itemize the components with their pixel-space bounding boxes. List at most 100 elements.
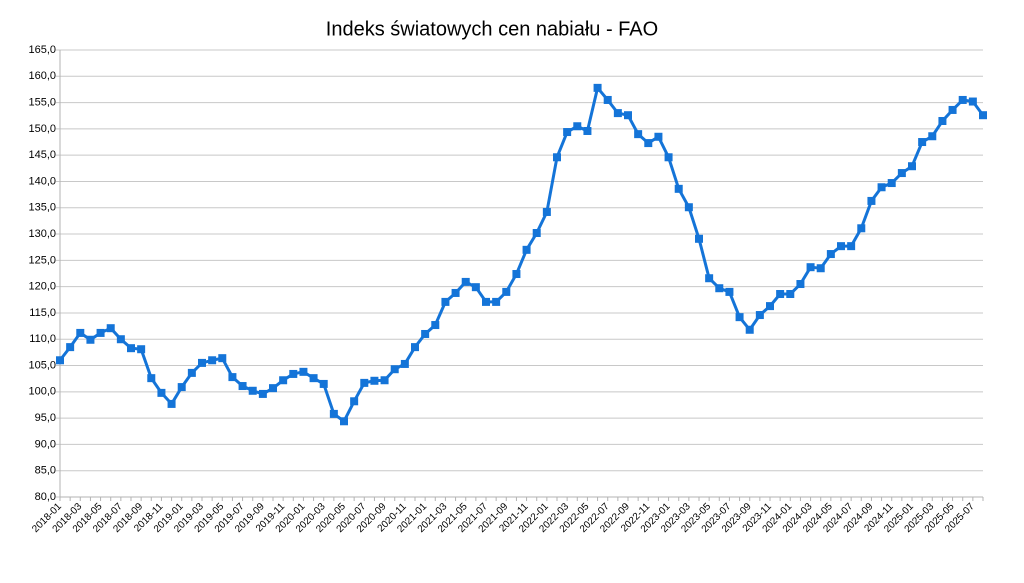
data-point — [553, 153, 561, 162]
data-point — [897, 169, 906, 178]
data-point — [269, 384, 277, 393]
data-point — [583, 126, 592, 135]
data-point — [238, 382, 247, 391]
data-point — [796, 280, 805, 289]
y-tick-label: 150,0 — [28, 123, 56, 135]
data-point — [198, 358, 206, 367]
data-point — [715, 284, 724, 293]
data-point — [177, 383, 186, 392]
data-point — [208, 356, 217, 365]
data-point — [482, 297, 490, 306]
y-tick-label: 160,0 — [28, 70, 56, 82]
y-tick-label: 165,0 — [28, 44, 56, 56]
data-point — [340, 417, 348, 426]
data-point — [837, 242, 845, 251]
data-point — [877, 183, 886, 192]
data-point — [502, 287, 511, 296]
data-point — [522, 245, 531, 254]
data-point — [968, 97, 977, 106]
data-point — [218, 354, 227, 363]
data-point — [228, 373, 237, 382]
data-point — [532, 229, 541, 238]
data-point — [786, 290, 795, 299]
y-tick-label: 100,0 — [28, 386, 56, 398]
data-point — [360, 378, 369, 387]
data-point — [634, 130, 643, 139]
data-point — [289, 369, 298, 378]
chart-title: Indeks światowych cen nabiału - FAO — [326, 18, 658, 40]
data-point — [624, 111, 632, 120]
y-tick-label: 135,0 — [28, 202, 56, 214]
y-tick-label: 125,0 — [28, 254, 56, 266]
y-tick-label: 145,0 — [28, 149, 56, 161]
data-point — [319, 379, 328, 388]
data-point — [441, 297, 450, 306]
data-point — [137, 345, 146, 354]
data-point — [725, 287, 734, 296]
data-point — [147, 374, 156, 383]
data-point — [664, 153, 673, 162]
data-line — [58, 86, 985, 423]
data-point — [867, 196, 876, 205]
data-point — [826, 250, 835, 259]
data-point — [451, 288, 460, 297]
data-point — [705, 274, 714, 283]
data-point — [806, 263, 815, 272]
data-point — [695, 234, 703, 243]
data-point — [542, 207, 551, 216]
data-point — [370, 376, 379, 385]
y-tick-label: 90,0 — [35, 438, 56, 450]
y-tick-label: 95,0 — [35, 412, 56, 424]
data-point — [847, 242, 856, 251]
data-point — [816, 264, 825, 273]
data-point — [512, 270, 521, 279]
data-point — [684, 203, 693, 212]
data-point — [471, 283, 480, 292]
y-tick-label: 155,0 — [28, 96, 56, 108]
data-point — [735, 313, 744, 322]
data-point — [56, 356, 64, 365]
data-point — [350, 397, 359, 406]
data-point — [86, 335, 95, 344]
data-point — [644, 139, 653, 148]
data-point — [187, 368, 196, 377]
data-point — [400, 359, 409, 368]
data-point — [411, 343, 419, 352]
y-tick-label: 80,0 — [35, 491, 56, 503]
data-point — [928, 132, 937, 141]
data-point — [116, 335, 125, 344]
data-point — [258, 389, 267, 398]
y-tick-label: 120,0 — [28, 281, 56, 293]
data-point — [958, 95, 967, 104]
data-point — [431, 321, 440, 330]
y-tick-label: 110,0 — [29, 333, 56, 345]
y-tick-label: 105,0 — [28, 359, 56, 371]
data-point — [380, 376, 389, 385]
data-point — [918, 138, 927, 147]
data-point — [674, 184, 683, 193]
data-point — [776, 290, 785, 299]
data-point — [745, 325, 754, 334]
data-point — [299, 367, 308, 376]
data-point — [755, 311, 764, 320]
data-point — [857, 224, 866, 233]
data-point — [66, 343, 75, 352]
data-point — [157, 388, 166, 397]
data-point — [76, 328, 85, 337]
y-tick-label: 85,0 — [35, 465, 56, 477]
data-point — [766, 302, 774, 311]
data-point — [461, 277, 470, 286]
data-point — [329, 409, 338, 418]
data-point — [248, 386, 257, 395]
data-point — [603, 95, 612, 104]
data-point — [938, 116, 947, 125]
data-point — [309, 374, 318, 383]
data-point — [908, 162, 916, 171]
data-point — [593, 83, 602, 92]
y-tick-label: 115,0 — [29, 307, 56, 319]
data-point — [96, 328, 105, 337]
y-tick-label: 130,0 — [28, 228, 56, 240]
data-point — [563, 128, 572, 137]
data-point — [421, 329, 430, 338]
